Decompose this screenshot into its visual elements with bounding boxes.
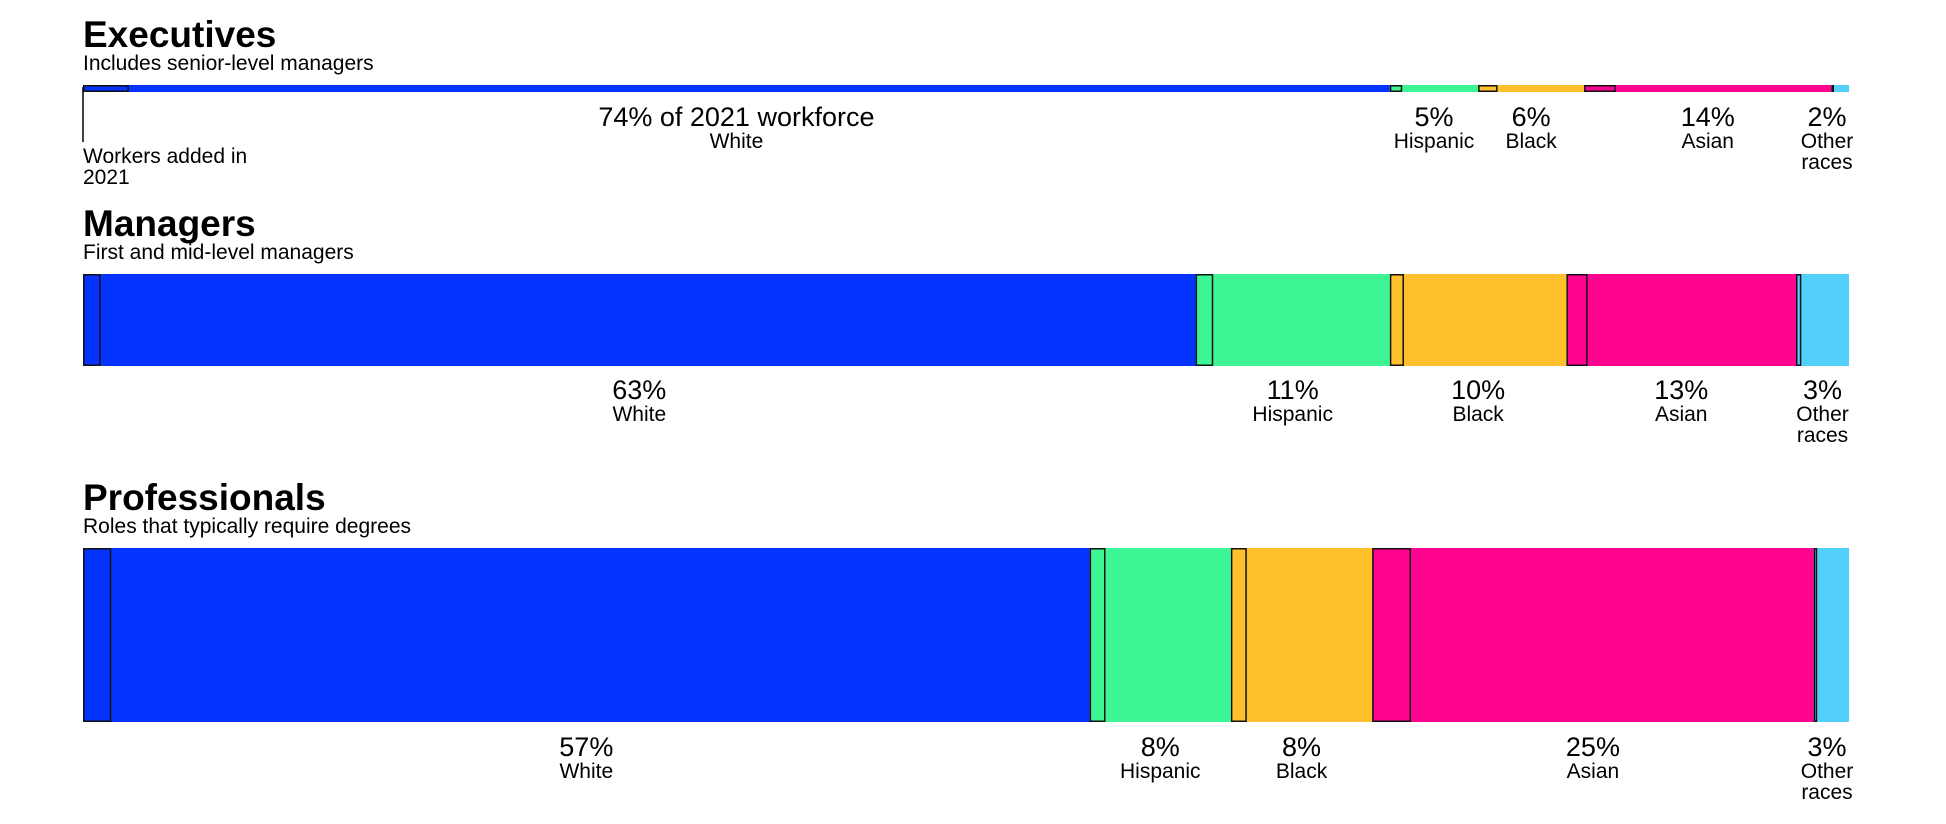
- bar-segment-other-races: [1813, 548, 1849, 722]
- added-2021-marker-black: [1230, 548, 1247, 722]
- pct-label-other-races: 3%: [1803, 375, 1842, 405]
- bar-segment-white: [83, 274, 1196, 366]
- category-label-other-races: Other races: [1801, 130, 1854, 174]
- bar-segment-asian: [1372, 548, 1814, 722]
- added-2021-marker-white: [83, 274, 101, 366]
- added-2021-marker-white: [83, 85, 129, 92]
- category-label-white: White: [559, 760, 613, 783]
- added-2021-marker-asian: [1584, 85, 1616, 92]
- category-label-hispanic: Hispanic: [1252, 403, 1333, 426]
- category-label-white: White: [710, 130, 764, 153]
- bar-segment-white: [83, 548, 1090, 722]
- added-2021-marker-hispanic: [1089, 548, 1106, 722]
- category-label-other-races: Other races: [1801, 760, 1854, 804]
- pct-label-asian: 25%: [1566, 732, 1620, 762]
- pct-label-hispanic: 8%: [1141, 732, 1180, 762]
- pct-label-hispanic: 5%: [1414, 102, 1453, 132]
- added-2021-marker-white: [83, 548, 112, 722]
- pct-label-white: 74% of 2021 workforce: [598, 102, 874, 132]
- bar-segment-other-races: [1796, 274, 1849, 366]
- pct-label-white: 57%: [559, 732, 613, 762]
- annotation-text: Workers added in 2021: [83, 145, 247, 189]
- added-2021-marker-other-races: [1831, 85, 1834, 92]
- category-label-asian: Asian: [1655, 403, 1708, 426]
- added-2021-marker-asian: [1566, 274, 1588, 366]
- pct-label-black: 8%: [1282, 732, 1321, 762]
- added-2021-marker-black: [1478, 85, 1498, 92]
- panel-title: Executives: [83, 14, 276, 55]
- category-label-black: Black: [1276, 760, 1328, 783]
- panel-title: Managers: [83, 203, 256, 244]
- added-2021-marker-hispanic: [1389, 85, 1403, 92]
- pct-label-black: 10%: [1451, 375, 1505, 405]
- added-2021-marker-hispanic: [1195, 274, 1214, 366]
- bar-segment-black: [1478, 85, 1585, 92]
- bar-segment-hispanic: [1389, 85, 1479, 92]
- panel-subtitle: First and mid-level managers: [83, 241, 354, 264]
- pct-label-other-races: 2%: [1807, 102, 1846, 132]
- added-2021-marker-asian: [1372, 548, 1412, 722]
- bar-segment-asian: [1566, 274, 1797, 366]
- added-2021-marker-black: [1389, 274, 1404, 366]
- bar-segment-other-races: [1831, 85, 1849, 92]
- bar-segment-hispanic: [1089, 548, 1231, 722]
- panel-subtitle: Includes senior-level managers: [83, 52, 374, 75]
- panel-title: Professionals: [83, 477, 326, 518]
- category-label-white: White: [612, 403, 666, 426]
- pct-label-black: 6%: [1512, 102, 1551, 132]
- added-2021-marker-other-races: [1813, 548, 1818, 722]
- pct-label-hispanic: 11%: [1267, 375, 1319, 405]
- pct-label-white: 63%: [612, 375, 666, 405]
- bar-segment-black: [1389, 274, 1567, 366]
- bar-segment-black: [1230, 548, 1373, 722]
- category-label-hispanic: Hispanic: [1394, 130, 1475, 153]
- category-label-other-races: Other races: [1796, 403, 1849, 447]
- bar-segment-white: [83, 85, 1390, 92]
- pct-label-asian: 14%: [1681, 102, 1735, 132]
- category-label-asian: Asian: [1567, 760, 1620, 783]
- bar-segment-hispanic: [1195, 274, 1390, 366]
- category-label-asian: Asian: [1681, 130, 1734, 153]
- bar-segment-asian: [1584, 85, 1832, 92]
- category-label-black: Black: [1452, 403, 1504, 426]
- panel-subtitle: Roles that typically require degrees: [83, 515, 411, 538]
- category-label-black: Black: [1505, 130, 1557, 153]
- pct-label-asian: 13%: [1654, 375, 1708, 405]
- added-2021-marker-other-races: [1796, 274, 1802, 366]
- annotation: Workers added in 2021: [82, 87, 247, 189]
- pct-label-other-races: 3%: [1807, 732, 1846, 762]
- category-label-hispanic: Hispanic: [1120, 760, 1201, 783]
